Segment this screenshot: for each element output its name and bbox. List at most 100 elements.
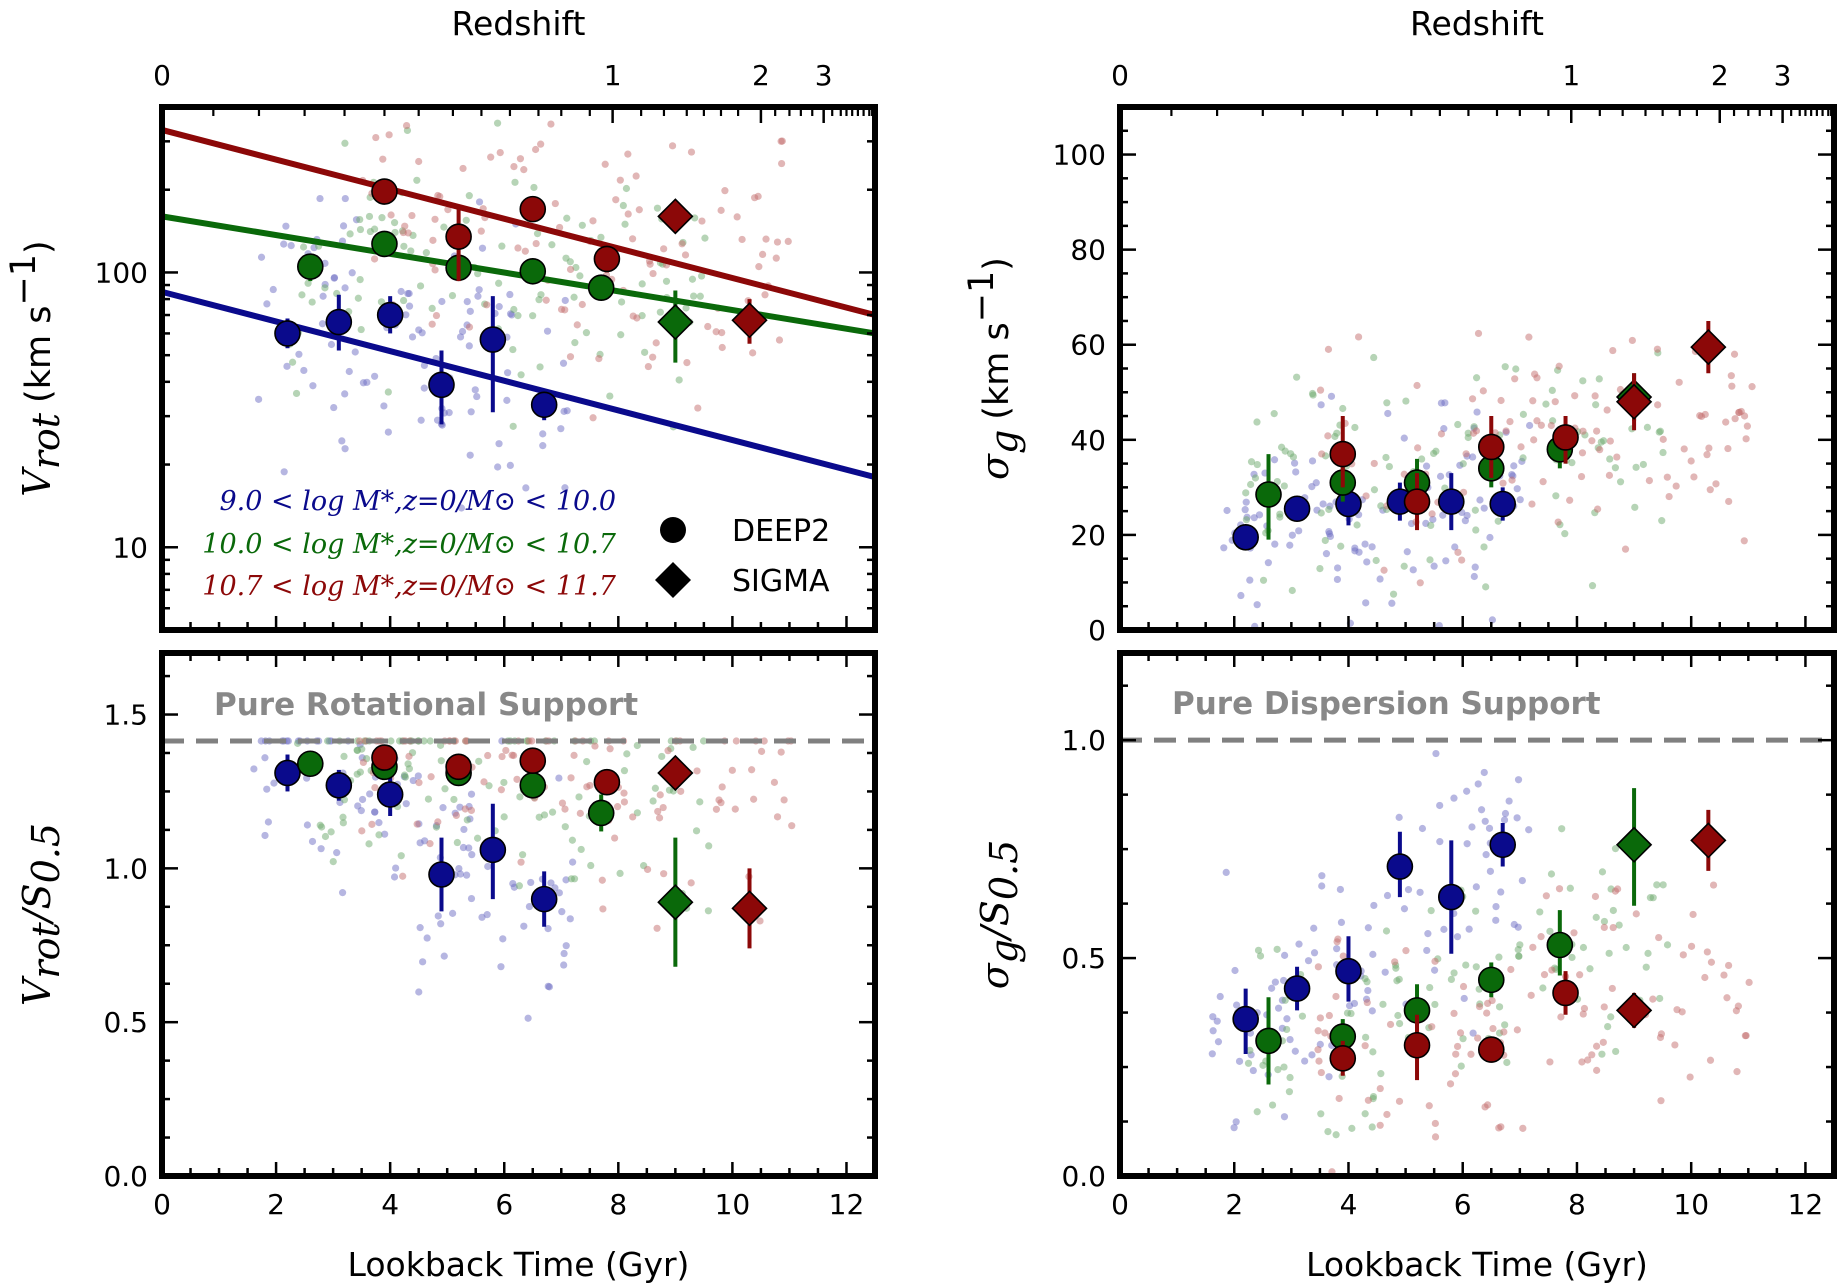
galaxy-point [1586,965,1594,973]
galaxy-point [1280,1113,1289,1121]
galaxy-point [1317,1110,1325,1118]
galaxy-point [477,227,485,235]
data-point-mid [1546,931,1574,959]
galaxy-point [385,131,393,139]
galaxy-point [1337,918,1346,926]
galaxy-point [1348,1124,1356,1132]
galaxy-point [1568,459,1576,467]
galaxy-point [400,771,409,779]
galaxy-point [681,251,690,259]
galaxy-point [1495,953,1503,961]
galaxy-point [1519,410,1527,418]
galaxy-point [567,774,575,782]
sigma-point-mid [657,303,694,341]
galaxy-point [696,798,704,806]
galaxy-point [1312,479,1320,487]
galaxy-point [480,778,488,786]
galaxy-point [463,298,471,306]
galaxy-point [1450,969,1458,977]
galaxy-point [1361,1042,1369,1050]
galaxy-point [1483,1009,1491,1017]
galaxy-point [561,823,569,831]
galaxy-point [1727,372,1735,380]
galaxy-point [1615,921,1623,929]
galaxy-point [1608,984,1616,993]
galaxy-point [571,339,579,347]
galaxy-point [1450,1009,1458,1017]
galaxy-point [424,795,433,803]
galaxy-point [1286,1036,1294,1044]
galaxy-point [1599,437,1608,445]
galaxy-point [1281,996,1289,1004]
galaxy-point [1472,374,1481,382]
galaxy-point [1436,801,1444,810]
galaxy-point [1316,565,1324,573]
galaxy-point [1395,813,1403,821]
galaxy-point [465,342,473,350]
galaxy-point [1324,1128,1332,1136]
galaxy-point [544,925,552,933]
sigma-point-high [657,754,694,792]
galaxy-point [547,120,555,128]
galaxy-point [558,799,567,807]
redshift-tick-label: 2 [752,59,770,92]
galaxy-point [280,468,288,476]
galaxy-point [683,358,691,367]
galaxy-point [417,416,425,424]
galaxy-point [287,241,295,250]
galaxy-point [1388,599,1396,607]
galaxy-point [1712,480,1720,488]
galaxy-point [778,159,786,168]
galaxy-point [620,798,629,806]
galaxy-point [1393,977,1401,985]
redshift-tick-label: 0 [153,59,171,92]
x-tick-label: 4 [381,1188,399,1221]
galaxy-point [619,201,627,210]
galaxy-point [1577,472,1586,481]
galaxy-point [1316,1014,1324,1022]
galaxy-point [495,303,503,311]
galaxy-point [269,285,277,294]
redshift-tick-label: 3 [815,59,833,92]
galaxy-point [1431,957,1439,965]
galaxy-point [462,216,470,224]
galaxy-point [693,767,701,775]
galaxy-point [1705,444,1713,452]
galaxy-point [1644,949,1652,957]
y-tick-label: 0.0 [1061,1160,1106,1193]
y-tick-label: 1.5 [103,699,148,732]
galaxy-point [434,818,442,826]
galaxy-point [461,737,470,745]
galaxy-point [257,253,266,261]
galaxy-point [1441,399,1449,407]
galaxy-point [1402,947,1410,955]
data-point-mid [587,799,615,827]
data-point-low [1489,831,1517,859]
galaxy-point [354,294,362,302]
galaxy-point [1430,562,1438,570]
galaxy-point [1672,482,1680,490]
galaxy-point [1317,401,1325,409]
sigma-point-high [1690,328,1727,366]
galaxy-point [365,840,373,848]
galaxy-point [308,298,316,306]
galaxy-point [1606,455,1614,463]
galaxy-point [1308,1051,1316,1059]
galaxy-point [1609,906,1617,915]
data-point-low [479,326,507,353]
galaxy-point [298,291,306,299]
galaxy-point [537,140,545,148]
galaxy-point [1335,1094,1343,1103]
galaxy-point [1400,905,1409,913]
x-tick-label: 0 [1111,1188,1129,1221]
x-tick-label: 8 [609,1188,627,1221]
galaxy-point [1413,381,1421,390]
galaxy-point [510,751,518,760]
galaxy-point [649,797,657,805]
galaxy-point [1372,556,1380,565]
galaxy-point [701,234,709,242]
galaxy-point [1314,1046,1322,1054]
galaxy-point [1687,942,1696,950]
galaxy-point [457,504,466,512]
galaxy-point [1280,1063,1288,1071]
